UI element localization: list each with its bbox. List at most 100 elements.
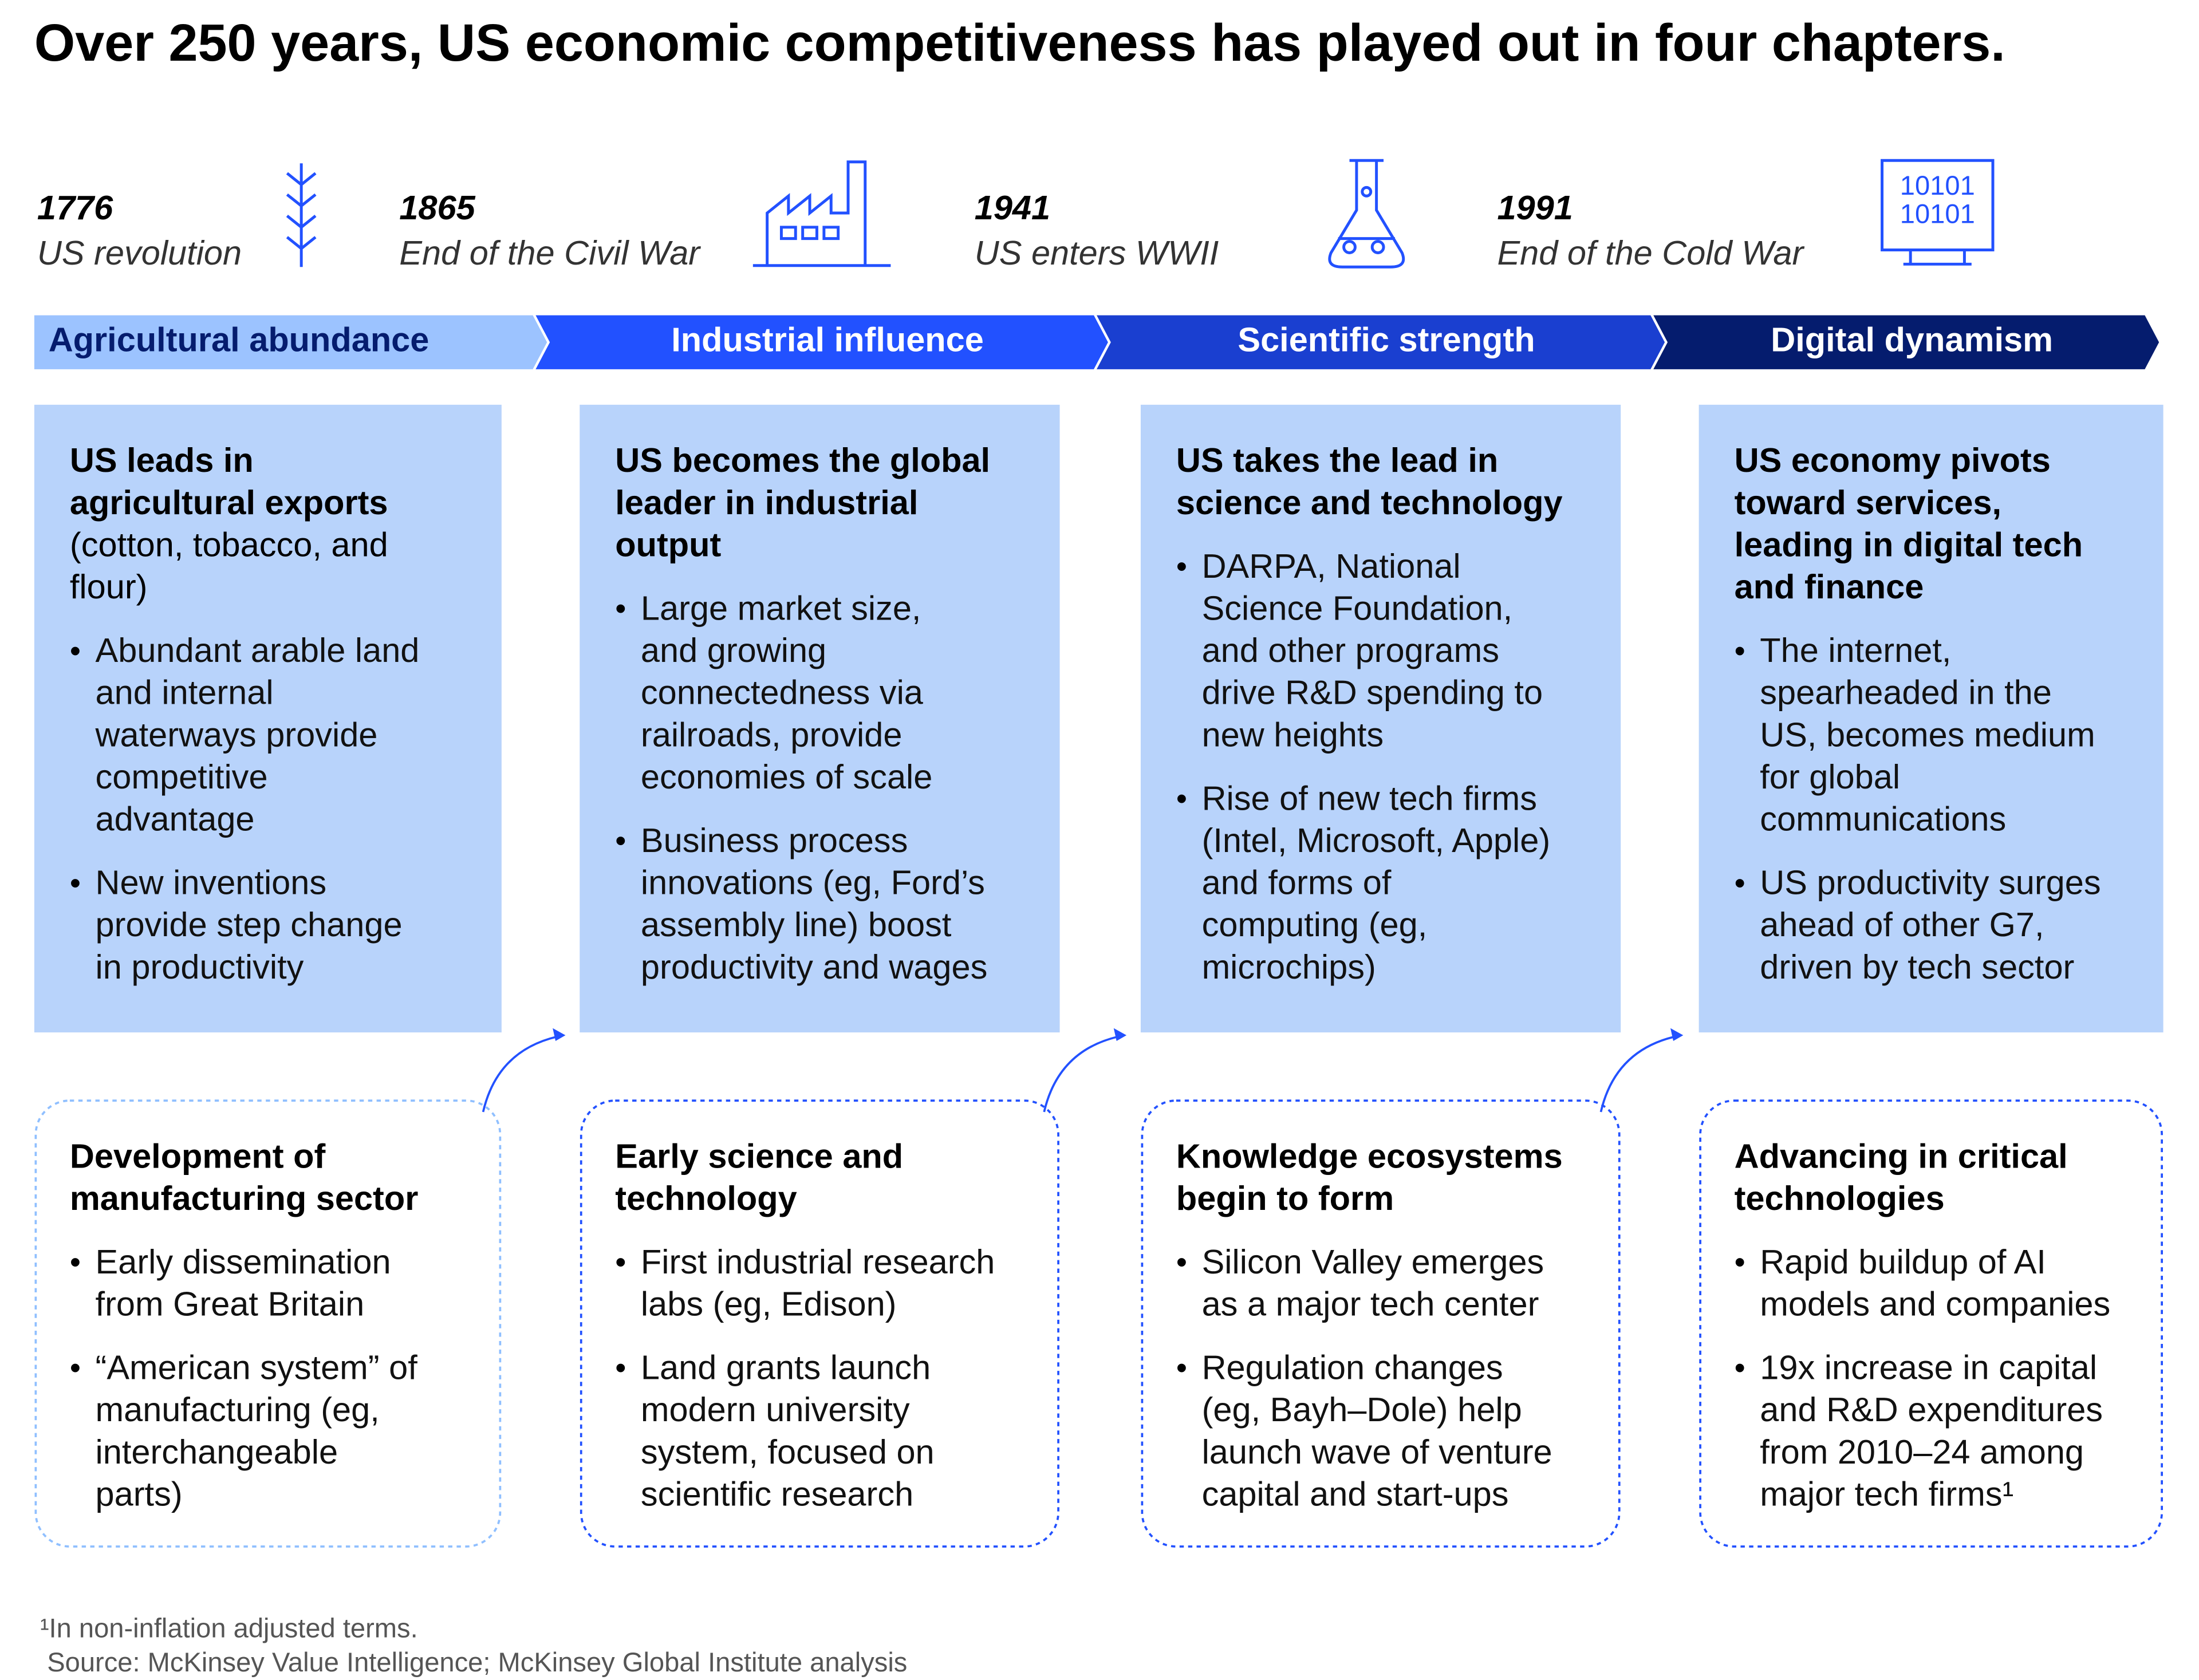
bullet-text: Land grants launch (641, 1348, 931, 1387)
bullet-text: labs (eg, Edison) (641, 1285, 897, 1323)
milestone-year: 1941 (975, 188, 1050, 227)
chapter-name: Agricultural abundance (49, 320, 429, 358)
card-heading: output (615, 526, 721, 564)
chapter-banner (1653, 315, 2159, 369)
bullet-dot: • (70, 1245, 81, 1280)
bullet-text: microchips) (1202, 948, 1376, 986)
bullet-dot: • (615, 1245, 626, 1280)
lead-card (34, 404, 502, 1033)
bullet-text: innovations (eg, Ford’s (641, 863, 985, 902)
bullet-dot: • (1735, 865, 1745, 900)
foundation-card (1699, 1099, 2163, 1548)
chapter-name: Industrial influence (671, 320, 984, 358)
footnote: ¹In non-inflation adjusted terms. (40, 1613, 418, 1643)
bullet-text: system, focused on (641, 1433, 935, 1471)
card-heading: Advancing in critical (1735, 1137, 2068, 1176)
bullet-text: productivity and wages (641, 948, 987, 986)
card-heading: leader in industrial (615, 483, 918, 522)
bullet-text: models and companies (1760, 1285, 2110, 1323)
card-heading: manufacturing sector (70, 1179, 419, 1217)
bullet-text: new heights (1202, 715, 1384, 754)
milestone-event: US revolution (37, 234, 242, 272)
chapter-name: Scientific strength (1238, 320, 1535, 358)
icon-text: 10101 (1900, 198, 1975, 228)
bullet-text: from 2010–24 among (1760, 1433, 2084, 1471)
bullet-text: scientific research (641, 1475, 913, 1513)
card-heading: Early science and (615, 1137, 903, 1176)
footnote: Source: McKinsey Value Intelligence; McK… (47, 1647, 907, 1677)
bullet-text: The internet, (1760, 631, 1951, 669)
chapter-banner (1097, 315, 1665, 369)
bullet-text: (eg, Bayh–Dole) help (1202, 1390, 1522, 1429)
bullet-text: for global (1760, 758, 1900, 796)
bullet-text: competitive (96, 758, 268, 796)
arrowhead (1670, 1028, 1684, 1041)
card-heading: US economy pivots (1735, 441, 2051, 479)
milestone-event: End of the Cold War (1497, 234, 1804, 272)
chapter-name: Digital dynamism (1771, 320, 2053, 358)
card-note: (cotton, tobacco, and (70, 526, 388, 564)
arrow (1599, 1035, 1675, 1113)
bullet-dot: • (1176, 1245, 1187, 1280)
bullet-dot: • (1176, 1350, 1187, 1385)
bullet-dot: • (1176, 781, 1187, 816)
bullet-text: assembly line) boost (641, 905, 952, 944)
chapter-banner (535, 315, 1108, 369)
card-heading: US leads in (70, 441, 254, 479)
bullet-text: connectedness via (641, 673, 924, 712)
flask-bubble (1342, 240, 1357, 254)
foundation-card (580, 1099, 1059, 1548)
arrowhead (553, 1028, 566, 1041)
bullet-text: driven by tech sector (1760, 948, 2074, 986)
card-heading: Development of (70, 1137, 326, 1176)
flask-icon (1328, 159, 1405, 269)
bullet-dot: • (615, 823, 626, 858)
bullet-text: Silicon Valley emerges (1202, 1243, 1544, 1281)
bullet-text: 19x increase in capital (1760, 1348, 2097, 1387)
bullet-text: major tech firms¹ (1760, 1475, 2013, 1513)
bullet-text: US productivity surges (1760, 863, 2101, 902)
bullet-text: Rapid buildup of AI (1760, 1243, 2046, 1281)
milestone-event: End of the Civil War (399, 234, 701, 272)
bullet-text: advantage (96, 800, 255, 838)
card-heading: toward services, (1735, 483, 2001, 522)
bullet-text: drive R&D spending to (1202, 673, 1543, 712)
bullet-dot: • (615, 591, 626, 626)
bullet-text: New inventions (96, 863, 327, 902)
bullet-text: (Intel, Microsoft, Apple) (1202, 821, 1551, 859)
bullet-text: manufacturing (eg, (96, 1390, 380, 1429)
card-heading: technologies (1735, 1179, 1945, 1217)
bullet-text: Science Foundation, (1202, 589, 1513, 627)
card-heading: begin to form (1176, 1179, 1394, 1217)
milestone-year: 1991 (1497, 188, 1573, 227)
bullet-text: and other programs (1202, 631, 1499, 669)
bullet-text: from Great Britain (96, 1285, 365, 1323)
bullet-text: communications (1760, 800, 2006, 838)
bullet-dot: • (1735, 1350, 1745, 1385)
milestone-event: US enters WWII (975, 234, 1219, 272)
card-heading: science and technology (1176, 483, 1563, 522)
bullet-text: and forms of (1202, 863, 1392, 902)
bullet-text: computing (eg, (1202, 905, 1428, 944)
bullet-text: ahead of other G7, (1760, 905, 2044, 944)
arrows (482, 1028, 1684, 1113)
card-heading: and finance (1735, 567, 1924, 606)
arrow (1043, 1035, 1118, 1113)
arrowhead (1113, 1028, 1127, 1041)
flask-bubble (1361, 186, 1373, 198)
foundation-card (34, 1099, 502, 1548)
bullet-text: Abundant arable land (96, 631, 420, 669)
bullet-dot: • (70, 1350, 81, 1385)
lead-card (580, 404, 1060, 1033)
bullet-text: Early dissemination (96, 1243, 391, 1281)
factory-icon (752, 160, 891, 267)
flask-bubble (1370, 240, 1385, 254)
bullet-text: capital and start-ups (1202, 1475, 1509, 1513)
bullet-text: as a major tech center (1202, 1285, 1539, 1323)
card-heading: leading in digital tech (1735, 526, 2083, 564)
bullet-text: and growing (641, 631, 826, 669)
card-heading: US becomes the global (615, 441, 990, 479)
lead-card (1698, 404, 2163, 1033)
card-note: flour) (70, 567, 148, 606)
